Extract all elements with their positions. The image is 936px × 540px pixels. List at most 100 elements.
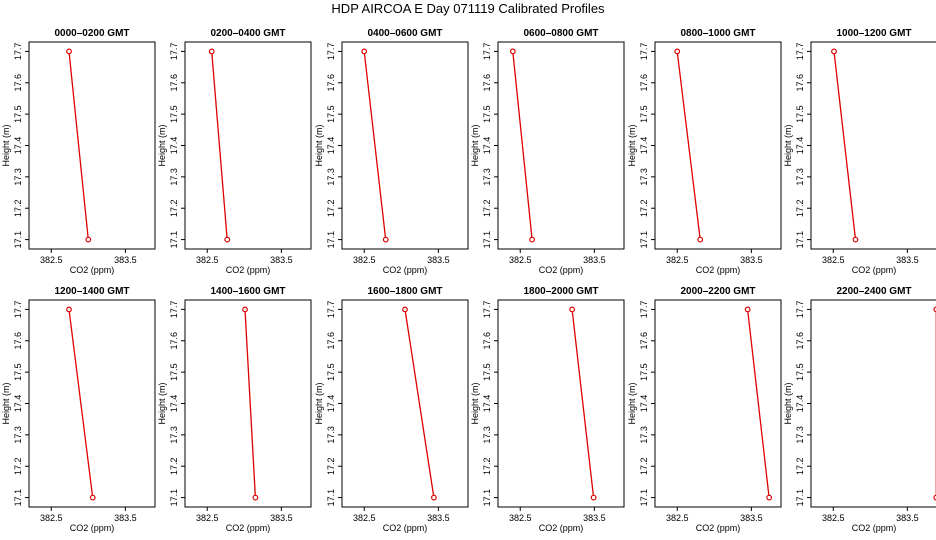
x-tick-label: 383.5	[270, 513, 293, 523]
x-axis-label: CO2 (ppm)	[696, 265, 741, 275]
y-tick-label: 17.2	[13, 457, 23, 475]
y-tick-label: 17.6	[639, 74, 649, 92]
y-tick-label: 17.2	[169, 199, 179, 217]
data-point	[85, 236, 92, 243]
y-tick-label: 17.2	[795, 199, 805, 217]
y-tick-label: 17.5	[326, 105, 336, 123]
panel-title: 1400–1600 GMT	[210, 286, 285, 297]
y-tick-label: 17.7	[639, 301, 649, 319]
y-tick-label: 17.3	[13, 168, 23, 186]
figure-title: HDP AIRCOA E Day 071119 Calibrated Profi…	[331, 1, 605, 16]
y-tick-label: 17.5	[169, 105, 179, 123]
profile-line	[571, 309, 595, 498]
data-point	[697, 236, 704, 243]
x-tick-label: 383.5	[583, 255, 606, 265]
plot-frame	[654, 41, 782, 250]
y-tick-label: 17.5	[482, 363, 492, 381]
panel-10: 1800–2000 GMT 17.1 17.2 17.3 17.4 17.5 17.6 17.…	[470, 286, 625, 533]
data-point	[252, 494, 259, 501]
x-axis-label: CO2 (ppm)	[70, 265, 115, 275]
plot-frame	[497, 41, 625, 250]
y-tick-label: 17.6	[169, 74, 179, 92]
panel-grid: 0000–0200 GMT 17.1 17.2 17.3 17.4 17.5 17.6 17.…	[1, 28, 936, 533]
y-tick-label: 17.3	[169, 168, 179, 186]
y-tick-label: 17.2	[639, 199, 649, 217]
data-point	[933, 306, 936, 313]
data-point	[674, 48, 681, 55]
y-tick-label: 17.1	[482, 231, 492, 249]
data-point	[831, 48, 837, 55]
x-tick-label: 383.5	[427, 513, 450, 523]
panel-title: 2200–2400 GMT	[836, 286, 911, 297]
x-axis-label: CO2 (ppm)	[852, 265, 897, 275]
panel-1: 0000–0200 GMT 17.1 17.2 17.3 17.4 17.5 17.6 17.…	[1, 28, 156, 275]
x-tick-label: 382.5	[509, 513, 532, 523]
x-tick-label: 382.5	[822, 255, 845, 265]
plot-frame	[810, 299, 936, 508]
y-axis-label: Height (m)	[783, 124, 793, 166]
panel-title: 1200–1400 GMT	[54, 286, 129, 297]
y-tick-label: 17.6	[13, 74, 23, 92]
y-tick-label: 17.4	[326, 137, 336, 155]
x-axis-label: CO2 (ppm)	[383, 523, 428, 533]
x-tick-label: 383.5	[114, 255, 137, 265]
data-point	[744, 306, 751, 313]
y-tick-label: 17.4	[795, 137, 805, 155]
y-tick-label: 17.3	[482, 168, 492, 186]
y-tick-label: 17.1	[639, 231, 649, 249]
y-tick-label: 17.1	[795, 489, 805, 507]
y-axis-label: Height (m)	[627, 382, 637, 424]
y-tick-label: 17.4	[795, 395, 805, 413]
y-tick-label: 17.6	[482, 74, 492, 92]
data-point	[242, 306, 248, 313]
plot-frame	[654, 299, 782, 508]
y-tick-label: 17.5	[482, 105, 492, 123]
y-tick-label: 17.4	[13, 137, 23, 155]
y-tick-label: 17.2	[326, 199, 336, 217]
y-tick-label: 17.5	[795, 363, 805, 381]
y-tick-label: 17.1	[169, 231, 179, 249]
x-tick-label: 382.5	[40, 513, 63, 523]
y-tick-label: 17.6	[169, 332, 179, 350]
y-tick-label: 17.6	[482, 332, 492, 350]
y-tick-label: 17.4	[482, 137, 492, 155]
y-tick-label: 17.6	[639, 332, 649, 350]
panel-title: 0000–0200 GMT	[54, 28, 129, 39]
plot-frame	[497, 299, 625, 508]
y-tick-label: 17.7	[795, 301, 805, 319]
y-tick-label: 17.1	[326, 489, 336, 507]
x-axis-label: CO2 (ppm)	[383, 265, 428, 275]
x-tick-label: 382.5	[666, 255, 689, 265]
y-tick-label: 17.7	[795, 43, 805, 61]
y-tick-label: 17.2	[326, 457, 336, 475]
y-tick-label: 17.7	[326, 301, 336, 319]
y-tick-label: 17.3	[169, 426, 179, 444]
y-tick-label: 17.4	[639, 395, 649, 413]
x-tick-label: 382.5	[196, 513, 219, 523]
y-tick-label: 17.4	[326, 395, 336, 413]
panel-title: 0200–0400 GMT	[210, 28, 285, 39]
y-tick-label: 17.7	[639, 43, 649, 61]
y-axis-label: Height (m)	[314, 382, 324, 424]
panel-title: 1600–1800 GMT	[367, 286, 442, 297]
y-tick-label: 17.6	[326, 332, 336, 350]
y-tick-label: 17.6	[795, 332, 805, 350]
plot-frame	[184, 41, 312, 250]
x-tick-label: 383.5	[740, 255, 763, 265]
panel-11: 2000–2200 GMT 17.1 17.2 17.3 17.4 17.5 17.6 17.…	[627, 286, 782, 533]
profile-line	[68, 309, 94, 498]
x-tick-label: 382.5	[353, 513, 376, 523]
y-axis-label: Height (m)	[470, 382, 480, 424]
y-tick-label: 17.5	[13, 105, 23, 123]
y-tick-label: 17.1	[795, 231, 805, 249]
y-tick-label: 17.2	[795, 457, 805, 475]
y-tick-label: 17.3	[13, 426, 23, 444]
data-point	[509, 48, 516, 55]
y-tick-label: 17.1	[13, 489, 23, 507]
panel-8: 1400–1600 GMT 17.1 17.2 17.3 17.4 17.5 17.6 17.…	[157, 286, 312, 533]
y-tick-label: 17.2	[482, 457, 492, 475]
profile-line	[244, 309, 257, 498]
data-point	[208, 48, 215, 55]
y-tick-label: 17.3	[639, 168, 649, 186]
